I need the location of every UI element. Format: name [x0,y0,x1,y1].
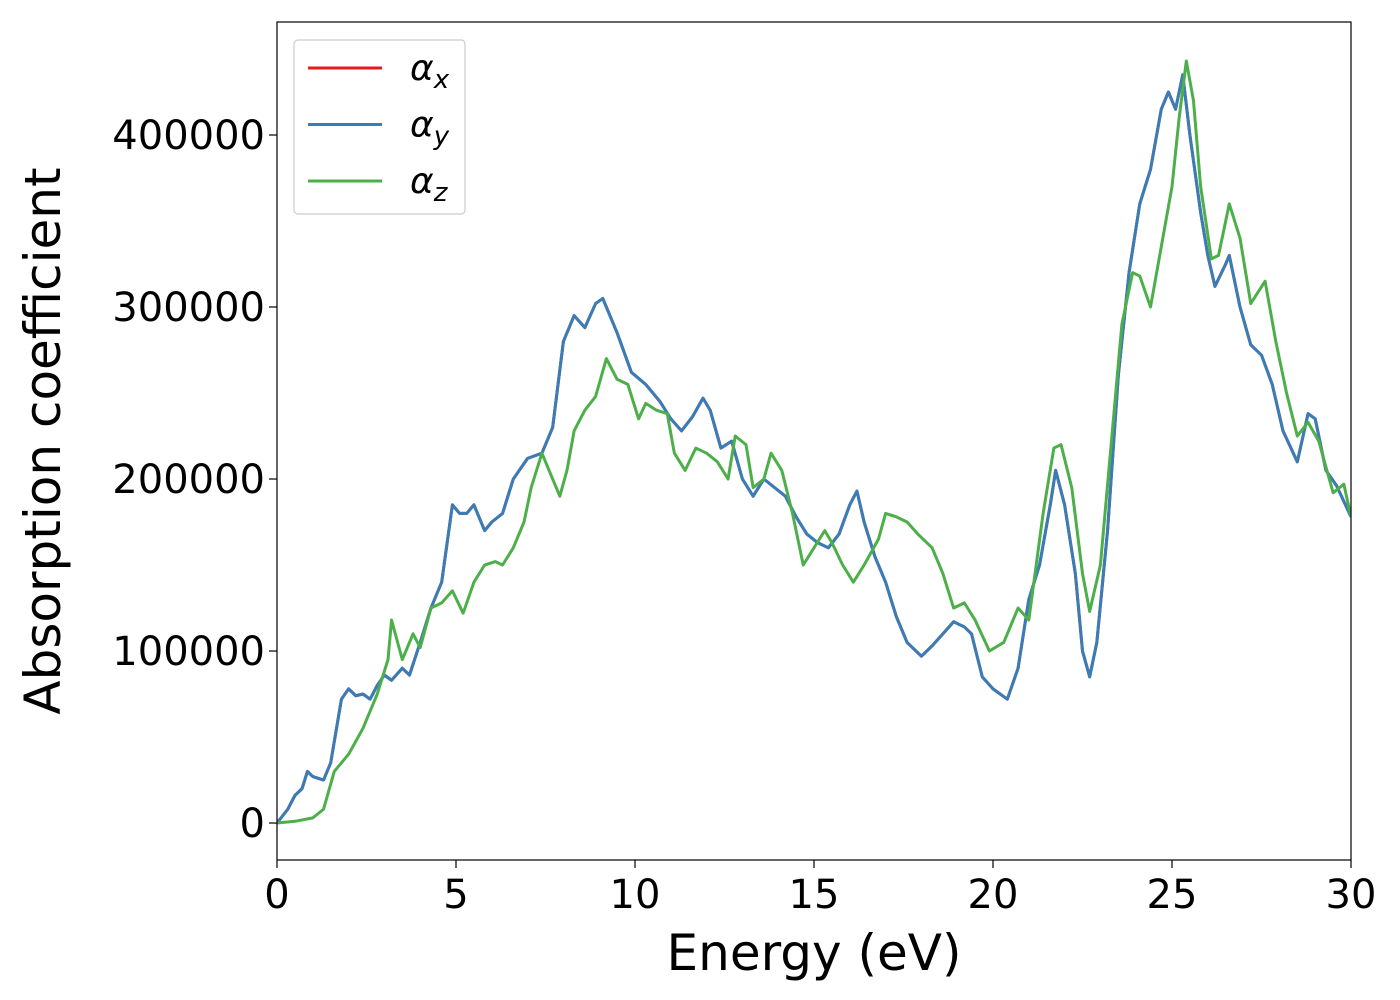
legend-label: αz [410,161,449,208]
y-axis-label: Absorption coefficient [14,167,72,714]
y-tick-label: 300000 [112,285,265,331]
x-tick-label: 15 [789,872,840,918]
y-tick-label: 200000 [112,457,265,503]
x-tick-label: 10 [610,872,661,918]
legend-label: αx [410,48,450,95]
x-tick-label: 30 [1326,872,1377,918]
x-tick-label: 0 [264,872,289,918]
legend-label: αy [410,105,450,152]
data-line [277,59,1351,825]
x-axis-label: Energy (eV) [667,924,962,982]
legend-box [293,39,466,215]
y-tick-label: 100000 [112,629,265,675]
x-tick-label: 20 [968,872,1019,918]
x-tick-label: 5 [443,872,468,918]
y-tick-label: 400000 [112,113,265,159]
x-tick-label: 25 [1147,872,1198,918]
y-tick-label: 0 [240,801,265,847]
